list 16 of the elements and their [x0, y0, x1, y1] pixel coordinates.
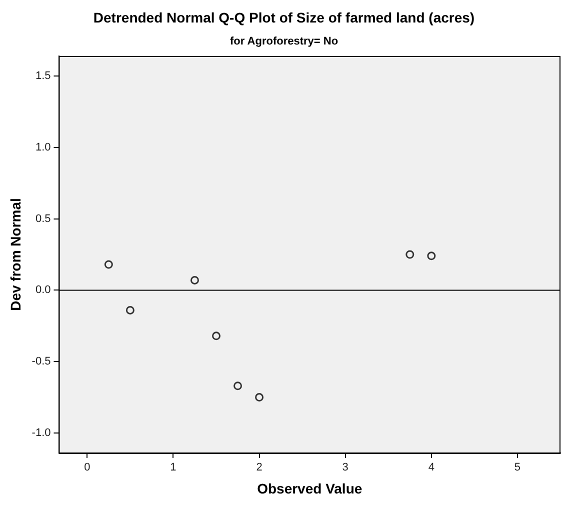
y-tick-label: 1.5 — [35, 70, 51, 82]
x-axis-title: Observed Value — [257, 480, 362, 496]
x-tick-label: 0 — [84, 462, 90, 474]
y-tick-label: 0.0 — [35, 284, 51, 296]
x-tick-label: 3 — [342, 462, 348, 474]
x-tick-label: 5 — [514, 462, 521, 474]
x-tick-label: 2 — [256, 462, 262, 474]
y-tick-label: -0.5 — [32, 356, 51, 368]
y-tick-label: 1.0 — [35, 141, 51, 154]
x-tick-label: 1 — [170, 462, 176, 474]
y-tick-label: 0.5 — [35, 212, 51, 225]
chart-subtitle: for Agroforestry= No — [230, 35, 338, 48]
x-tick-label: 4 — [428, 462, 434, 474]
y-tick-label: -1.0 — [32, 427, 51, 440]
chart-title: Detrended Normal Q-Q Plot of Size of farmed land (acres) — [93, 9, 475, 26]
y-axis-title: Dev from Normal — [7, 198, 24, 311]
